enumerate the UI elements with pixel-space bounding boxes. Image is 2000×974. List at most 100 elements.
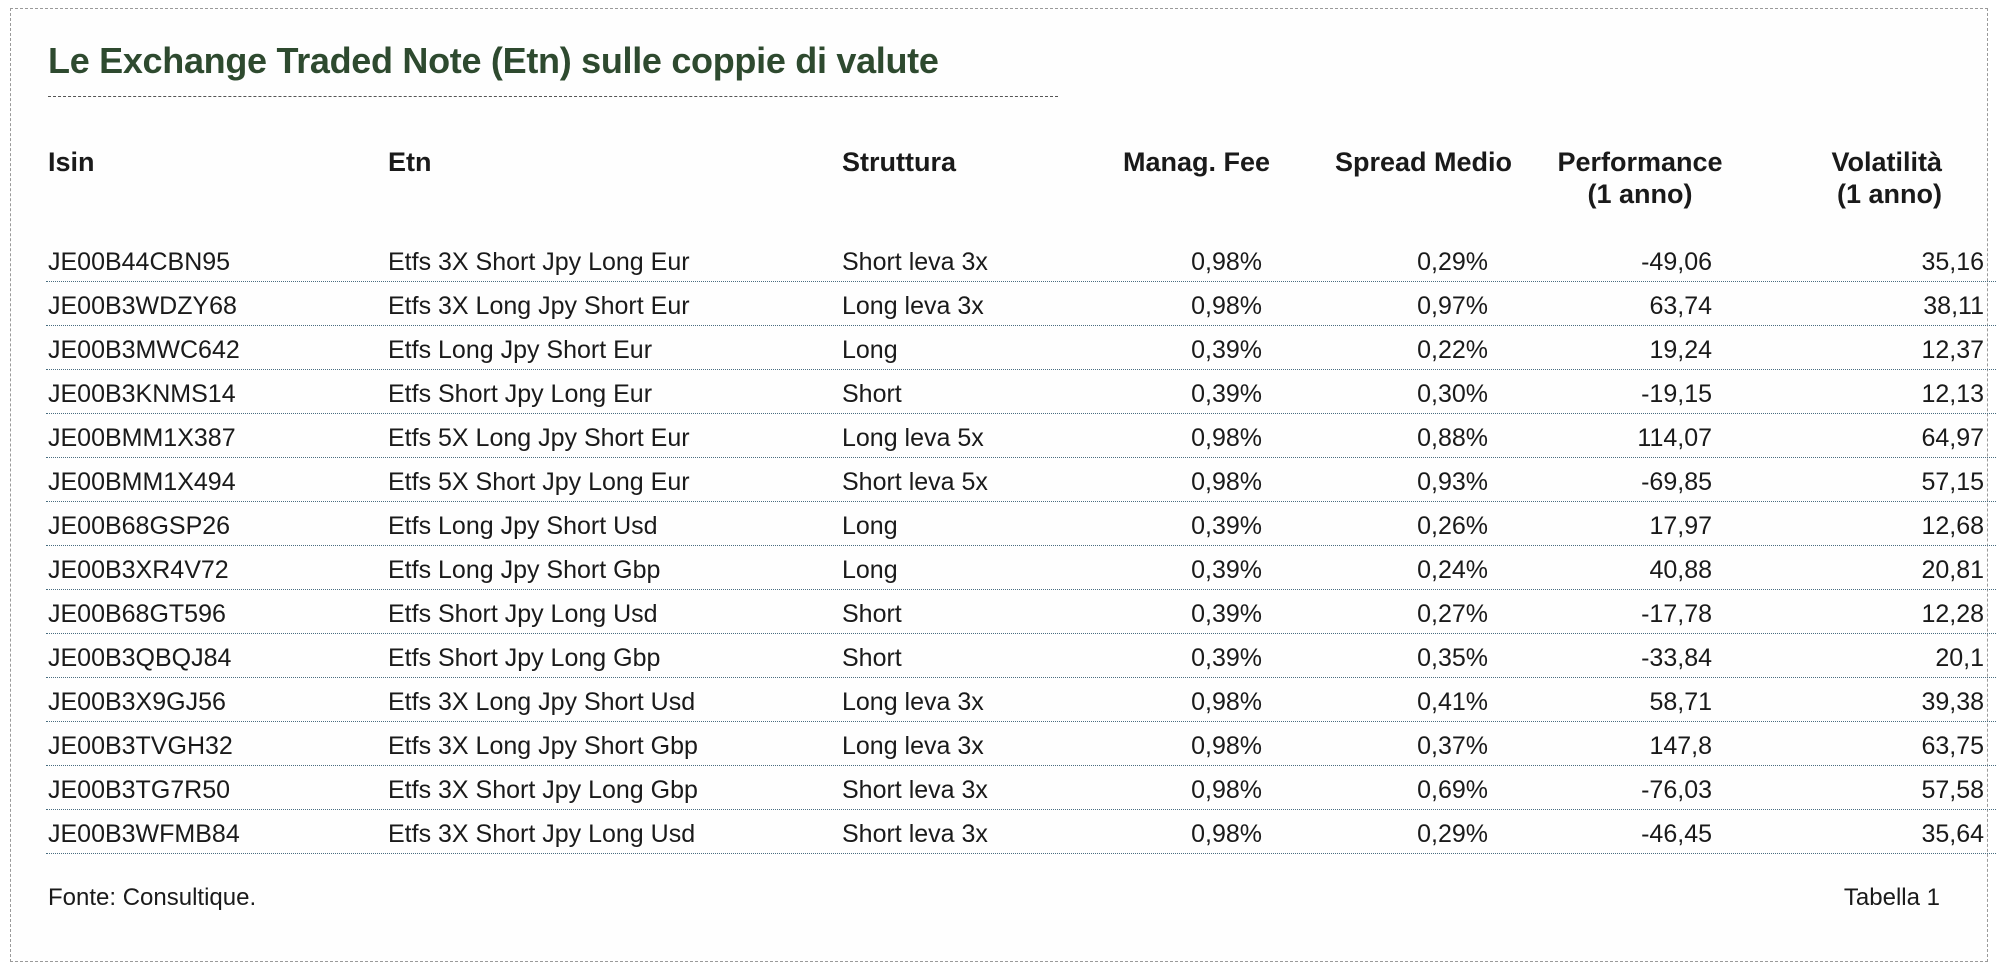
cell-etn: Etfs Short Jpy Long Gbp [388,644,661,672]
cell-spread: 0,29% [1417,248,1488,276]
table-row: JE00B3KNMS14 Etfs Short Jpy Long Eur Short… [46,370,1996,414]
cell-spread: 0,69% [1417,776,1488,804]
table-row: JE00B68GT596 Etfs Short Jpy Long Usd Short… [46,590,1996,634]
cell-isin: JE00B68GSP26 [48,512,231,540]
cell-performance: -49,06 [1641,248,1712,276]
cell-etn: Etfs 5X Short Jpy Long Eur [388,468,690,496]
cell-struttura: Long leva 3x [842,688,984,716]
table-row: JE00B68GSP26 Etfs Long Jpy Short Usd Long 0… [46,502,1996,546]
header-isin: Isin [48,147,95,177]
table-row: JE00B3X9GJ56 Etfs 3X Long Jpy Short Usd Lo… [46,678,1996,722]
header-spread: Spread Medio [1334,147,1512,177]
table-row: JE00B3TVGH32 Etfs 3X Long Jpy Short Gbp Lo… [46,722,1996,766]
cell-fee: 0,39% [1191,556,1262,584]
cell-struttura: Long leva 5x [842,424,984,452]
cell-isin: JE00BMM1X387 [48,424,236,452]
cell-struttura: Long [842,512,898,540]
cell-isin: JE00B3TVGH32 [48,732,233,760]
cell-fee: 0,39% [1191,644,1262,672]
cell-etn: Etfs 5X Long Jpy Short Eur [388,424,690,452]
cell-fee: 0,39% [1191,380,1262,408]
table-row: JE00B3WFMB84 Etfs 3X Short Jpy Long Usd Sh… [46,810,1996,854]
cell-struttura: Long leva 3x [842,732,984,760]
cell-struttura: Short leva 3x [842,820,988,848]
table-body: JE00B44CBN95 Etfs 3X Short Jpy Long Eur Sh… [0,238,2000,854]
cell-volatilita: 57,58 [1921,776,1984,804]
cell-performance: 63,74 [1649,292,1712,320]
cell-etn: Etfs 3X Long Jpy Short Eur [388,292,690,320]
cell-volatilita: 12,28 [1921,600,1984,628]
table-reference: Tabella 1 [1843,884,1940,911]
cell-volatilita: 35,64 [1921,820,1984,848]
cell-struttura: Short [842,380,902,408]
cell-performance: 17,97 [1649,512,1712,540]
cell-volatilita: 12,13 [1921,380,1984,408]
cell-struttura: Long [842,336,898,364]
cell-volatilita: 20,81 [1921,556,1984,584]
cell-performance: -33,84 [1641,644,1712,672]
header-fee: Manag. Fee [1122,147,1270,177]
cell-etn: Etfs 3X Long Jpy Short Gbp [388,732,698,760]
cell-fee: 0,98% [1191,688,1262,716]
cell-performance: -69,85 [1641,468,1712,496]
cell-volatilita: 12,37 [1921,336,1984,364]
header-performance: Performance (1 anno) [1540,146,1740,210]
cell-etn: Etfs Short Jpy Long Usd [388,600,658,628]
cell-volatilita: 38,11 [1923,292,1984,320]
cell-spread: 0,37% [1417,732,1488,760]
cell-etn: Etfs Long Jpy Short Usd [388,512,658,540]
table-header: Isin Etn Struttura Manag. Fee Spread Med… [0,146,2000,216]
table-row: JE00B3MWC642 Etfs Long Jpy Short Eur Long 0… [46,326,1996,370]
cell-fee: 0,39% [1191,600,1262,628]
source-note: Fonte: Consultique. [48,884,257,911]
header-volatilita-line1: Volatilità [1831,147,1942,177]
cell-etn: Etfs 3X Long Jpy Short Usd [388,688,696,716]
cell-struttura: Long leva 3x [842,292,984,320]
cell-isin: JE00B3KNMS14 [48,380,236,408]
cell-fee: 0,98% [1191,292,1262,320]
cell-volatilita: 64,97 [1921,424,1984,452]
page-title: Le Exchange Traded Note (Etn) sulle copp… [48,40,939,81]
cell-performance: 40,88 [1649,556,1712,584]
cell-struttura: Long [842,556,898,584]
cell-performance: 147,8 [1649,732,1712,760]
cell-struttura: Short leva 3x [842,248,988,276]
cell-isin: JE00B3WDZY68 [48,292,237,320]
header-performance-line1: Performance [1557,147,1723,177]
header-volatilita: Volatilità (1 anno) [1831,146,1942,210]
cell-fee: 0,98% [1191,732,1262,760]
cell-performance: -19,15 [1641,380,1712,408]
cell-spread: 0,35% [1417,644,1488,672]
table-row: JE00B3TG7R50 Etfs 3X Short Jpy Long Gbp Sh… [46,766,1996,810]
cell-spread: 0,26% [1417,512,1488,540]
cell-spread: 0,93% [1417,468,1488,496]
cell-performance: 19,24 [1649,336,1712,364]
table-row: JE00B3WDZY68 Etfs 3X Long Jpy Short Eur Lo… [46,282,1996,326]
cell-isin: JE00B3WFMB84 [48,820,240,848]
cell-isin: JE00B3X9GJ56 [48,688,226,716]
cell-performance: -46,45 [1641,820,1712,848]
cell-volatilita: 35,16 [1921,248,1984,276]
cell-spread: 0,24% [1417,556,1488,584]
cell-performance: 114,07 [1637,424,1712,452]
cell-fee: 0,98% [1191,248,1262,276]
cell-struttura: Short leva 5x [842,468,988,496]
header-performance-line2: (1 anno) [1587,179,1693,209]
cell-volatilita: 12,68 [1921,512,1984,540]
cell-etn: Etfs Short Jpy Long Eur [388,380,653,408]
cell-etn: Etfs 3X Short Jpy Long Eur [388,248,690,276]
table-row: JE00B3QBQJ84 Etfs Short Jpy Long Gbp Short… [46,634,1996,678]
cell-fee: 0,98% [1191,424,1262,452]
cell-struttura: Short [842,644,902,672]
header-struttura: Struttura [842,147,956,177]
cell-fee: 0,39% [1191,512,1262,540]
cell-spread: 0,41% [1417,688,1488,716]
cell-fee: 0,39% [1191,336,1262,364]
cell-spread: 0,22% [1417,336,1488,364]
table-row: JE00BMM1X494 Etfs 5X Short Jpy Long Eur Sh… [46,458,1996,502]
cell-struttura: Short [842,600,902,628]
cell-fee: 0,98% [1191,776,1262,804]
cell-performance: -76,03 [1641,776,1712,804]
cell-isin: JE00B68GT596 [48,600,226,628]
cell-performance: 58,71 [1649,688,1712,716]
